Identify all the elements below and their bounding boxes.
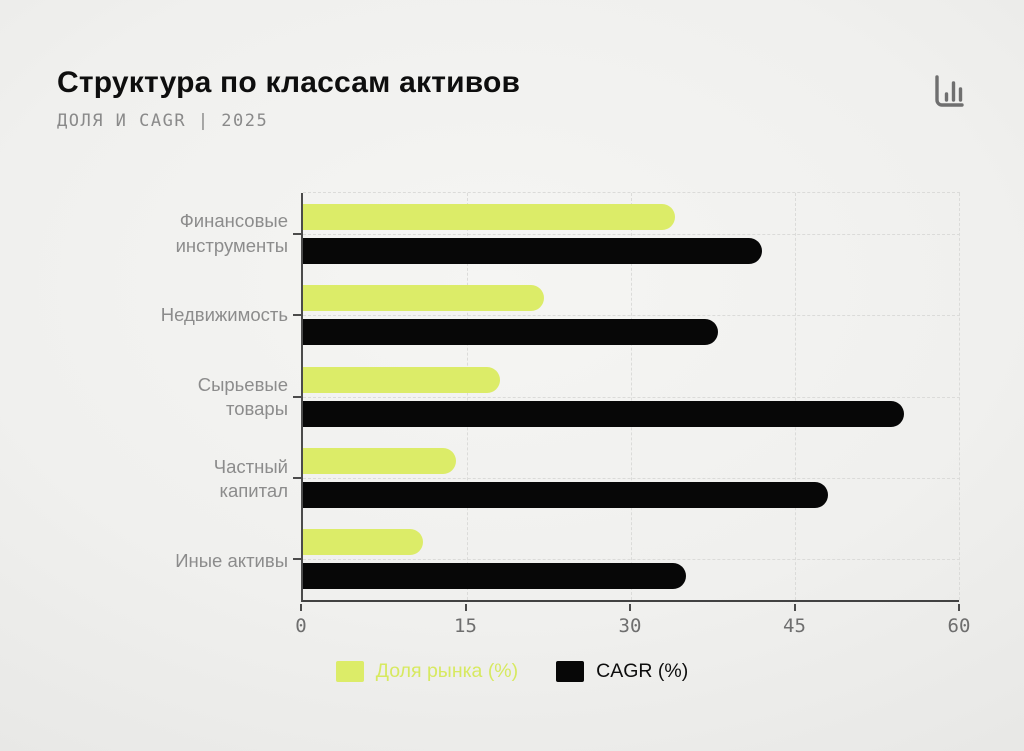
- gridline-y: [303, 559, 960, 561]
- legend-swatch: [335, 661, 364, 682]
- bar-cagr: [303, 237, 763, 264]
- bar-share: [303, 285, 544, 312]
- bar-group: [293, 274, 960, 355]
- category-label: Недвижимость: [160, 304, 288, 326]
- bar-cagr: [303, 319, 719, 346]
- x-tick-mark: [300, 604, 302, 611]
- bar-share: [303, 203, 675, 230]
- bar-group: [293, 356, 960, 437]
- x-tick-label: 45: [783, 615, 806, 637]
- y-tick-mark: [293, 476, 303, 479]
- legend-label: Доля рынка (%): [375, 660, 519, 682]
- legend-item: CAGR (%): [556, 660, 688, 683]
- gridline-y: [303, 477, 960, 479]
- gridline-x-45: [795, 193, 796, 600]
- plot-area: [293, 192, 960, 602]
- bar-cagr: [303, 481, 828, 508]
- category-label: Иные активы: [175, 549, 288, 571]
- category-label: Финансовые инструменты: [175, 210, 288, 256]
- gridline-y: [303, 396, 960, 398]
- bar-share: [303, 366, 500, 393]
- category-label: Сырьевые товары: [197, 374, 288, 420]
- x-tick-label: 15: [454, 615, 477, 637]
- bar-group: [293, 193, 960, 274]
- x-tick-label: 0: [295, 615, 307, 637]
- gridline-x-15: [467, 193, 468, 600]
- bar-share: [303, 529, 424, 556]
- legend: Доля рынка (%) CAGR (%): [0, 660, 1024, 683]
- legend-swatch: [556, 661, 585, 682]
- x-tick-mark: [464, 604, 467, 611]
- bar-share: [303, 447, 457, 474]
- gridline-x-60: [959, 193, 960, 600]
- y-tick-mark: [293, 558, 303, 561]
- page-title: Структура по классам активов: [57, 66, 521, 99]
- x-axis: 0 15 30 45 60: [295, 604, 970, 646]
- legend-item: Доля рынка (%): [335, 660, 519, 683]
- legend-label: CAGR (%): [596, 660, 689, 682]
- gridline-y: [303, 315, 960, 317]
- x-tick-mark: [629, 604, 631, 611]
- x-tick-mark: [793, 604, 796, 611]
- x-tick-label: 30: [618, 615, 642, 637]
- y-axis-labels: Финансовые инструменты Недвижимость Сырьев…: [28, 193, 288, 602]
- bar-group: [293, 437, 960, 518]
- bar-group: [293, 519, 960, 600]
- bar-chart-icon: [924, 68, 972, 116]
- y-tick-mark: [293, 314, 303, 317]
- page-subtitle: ДОЛЯ И CAGR | 2025: [57, 111, 269, 131]
- bar-cagr: [303, 400, 905, 427]
- y-tick-mark: [293, 395, 303, 398]
- x-tick-label: 60: [947, 615, 971, 637]
- category-label: Частный капитал: [213, 455, 288, 502]
- bar-cagr: [303, 563, 686, 590]
- y-tick-mark: [293, 232, 303, 235]
- x-tick-mark: [958, 604, 960, 611]
- gridline-x-30: [631, 193, 632, 600]
- gridline-y: [303, 233, 960, 235]
